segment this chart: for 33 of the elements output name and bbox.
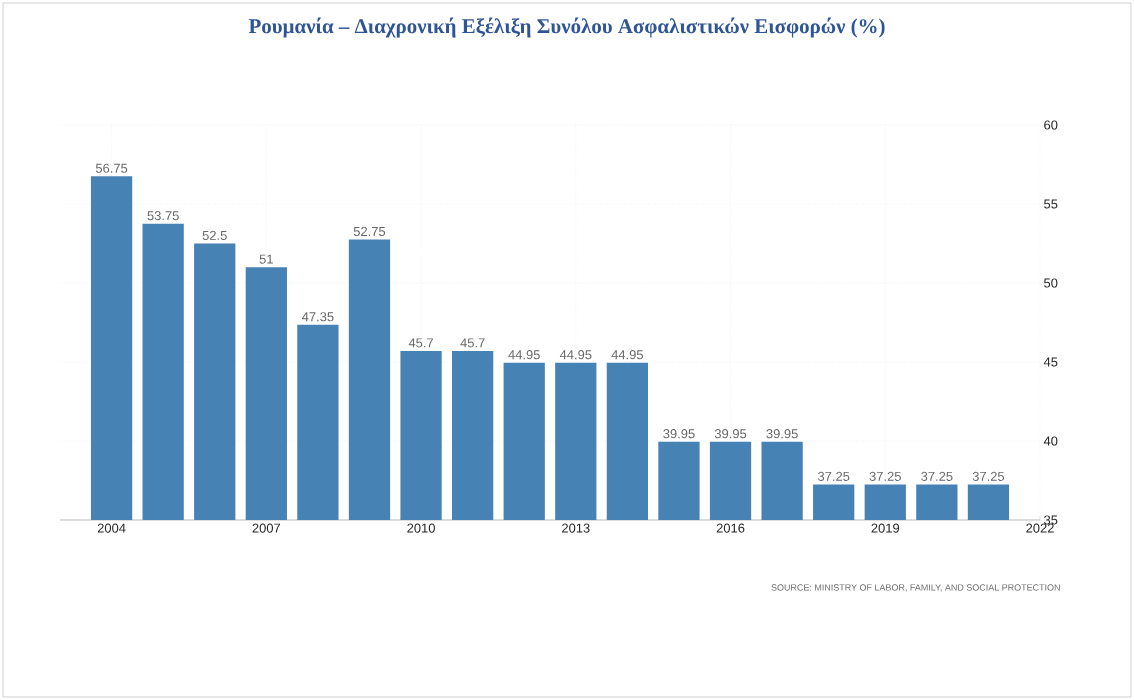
y-tick-label: 50 xyxy=(1044,278,1058,288)
data-label: 47.35 xyxy=(301,312,334,322)
x-tick-label: 2019 xyxy=(871,523,900,533)
data-label: 39.95 xyxy=(663,429,695,439)
data-label: 39.95 xyxy=(714,429,747,439)
x-tick-label: 2007 xyxy=(252,523,281,533)
data-label: 52.5 xyxy=(202,230,227,240)
source-note: SOURCE: MINISTRY OF LABOR, FAMILY, AND SOCIAL PROTECTION xyxy=(771,584,1060,592)
x-tick-label: 2004 xyxy=(97,523,126,533)
data-label: 44.95 xyxy=(611,350,644,360)
x-tick-label: 2022 xyxy=(1026,523,1054,533)
data-label: 45.7 xyxy=(460,338,485,348)
data-label: 44.95 xyxy=(559,350,592,360)
data-label: 45.7 xyxy=(408,338,433,348)
data-label: 37.25 xyxy=(921,471,953,481)
data-label: 44.95 xyxy=(508,350,540,360)
data-label: 39.95 xyxy=(766,429,798,439)
data-label: 37.25 xyxy=(869,471,901,481)
y-tick-label: 35 xyxy=(1044,515,1058,525)
x-tick-label: 2016 xyxy=(716,523,745,533)
data-label: 52.75 xyxy=(353,226,386,237)
x-tick-label: 2010 xyxy=(407,523,435,533)
data-label: 37.25 xyxy=(972,471,1005,481)
data-label: 37.25 xyxy=(817,471,850,481)
chart-title: Ρουμανία – Διαχρονική Εξέλιξη Συνόλου Ασφαλιστικών Εισφορών (%) xyxy=(248,17,885,38)
y-tick-label: 40 xyxy=(1043,436,1058,446)
y-tick-label: 45 xyxy=(1043,357,1058,367)
data-label: 56.75 xyxy=(95,163,128,173)
data-label: 51 xyxy=(259,254,273,264)
data-label: 53.75 xyxy=(147,211,179,221)
y-tick-label: 60 xyxy=(1044,120,1058,130)
y-tick-label: 55 xyxy=(1044,199,1058,209)
x-tick-label: 2013 xyxy=(562,523,590,533)
